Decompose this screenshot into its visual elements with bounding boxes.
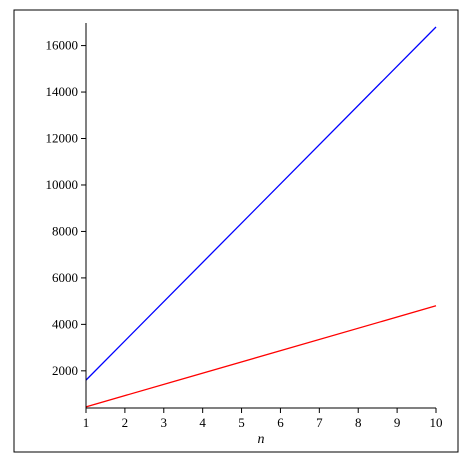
x-axis: 1 2 3 4 5 6 7 8 9 10 <box>83 407 443 430</box>
series-line-2 <box>85 305 437 408</box>
x-tick-label: 9 <box>394 415 401 430</box>
x-tick-label: 5 <box>238 415 245 430</box>
x-axis-label: n <box>258 432 265 447</box>
x-tick-label: 4 <box>199 415 206 430</box>
y-tick-label: 12000 <box>46 131 79 146</box>
x-tick-label: 1 <box>83 415 90 430</box>
y-tick-label: 6000 <box>52 270 78 285</box>
y-tick-label: 8000 <box>52 223 78 238</box>
y-tick-label: 4000 <box>52 316 78 331</box>
chart-border <box>13 9 459 453</box>
y-tick-label: 2000 <box>52 363 78 378</box>
y-tick-label: 10000 <box>46 177 79 192</box>
series-line-1 <box>85 26 437 381</box>
x-tick-label: 7 <box>316 415 323 430</box>
x-tick-label: 2 <box>122 415 129 430</box>
x-tick-label: 8 <box>355 415 362 430</box>
plot-area <box>85 26 437 408</box>
y-tick-label: 14000 <box>46 84 79 99</box>
x-tick-label: 3 <box>161 415 168 430</box>
x-tick-label: 6 <box>277 415 284 430</box>
y-tick-label: 16000 <box>46 38 79 53</box>
x-tick-label: 10 <box>430 415 443 430</box>
y-axis: 2000 4000 6000 8000 10000 12000 14000 16000 <box>46 23 87 408</box>
